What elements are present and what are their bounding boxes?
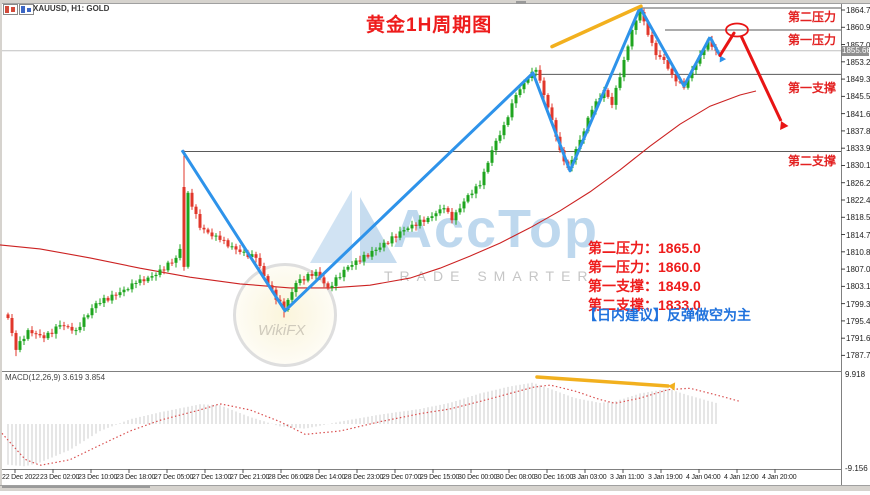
panel-separator[interactable] [2,371,841,372]
sr-right-label-2: 第一支撑 [787,81,836,95]
price-tick-label: 1787.75 [846,351,870,361]
window-bottom-edge [0,485,870,491]
intraday-advice-text: 【日内建议】反弹做空为主 [583,307,751,323]
sr-level-line-1: 第一压力：1860.0 [588,259,701,275]
chart-mode-icon[interactable] [19,4,34,15]
price-tick-label: 1814.70 [846,230,870,240]
time-axis-label: 23 Dec 02:00 [40,474,80,481]
bottom-scrollbar[interactable] [2,486,150,488]
price-tick-label: 1807.00 [846,265,870,275]
price-tick-label: 1791.60 [846,334,870,344]
sr-level-line-0: 第二压力：1865.0 [588,240,701,256]
price-tick-label: 1826.25 [846,178,870,188]
time-axis-label: 23 Dec 10:00 [78,474,118,481]
time-axis-label: 27 Dec 13:00 [192,474,232,481]
time-axis-label: 27 Dec 21:00 [230,474,270,481]
sr-right-label-0: 第二压力 [787,10,836,24]
price-tick-label: 1795.45 [846,316,870,326]
sr-right-label-3: 第二支撑 [787,154,836,168]
sr-level-line-2: 第一支撑：1849.0 [588,278,701,294]
price-tick-label: 1860.90 [846,23,870,33]
sr-level-line-3: 第二支撑：1833.0 [588,297,701,313]
time-axis-label: 22 Dec 2022 [2,474,40,481]
time-axis-label: 3 Jan 03:00 [572,474,607,481]
symbol-label: XAUUSD, H1: GOLD [33,4,110,13]
time-axis-label: 30 Dec 16:00 [534,474,574,481]
price-tick-label: 1799.30 [846,299,870,309]
candlestick-mode-icon[interactable] [3,4,18,15]
time-axis-label: 28 Dec 06:00 [268,474,308,481]
price-tick-label: 1849.35 [846,75,870,85]
price-tick-label: 1853.20 [846,57,870,67]
price-tick-label: 1803.15 [846,282,870,292]
time-axis-label: 4 Jan 20:00 [762,474,797,481]
time-axis-label: 30 Dec 00:00 [458,474,498,481]
chart-shift-marker [516,1,526,4]
time-axis-label: 28 Dec 14:00 [306,474,346,481]
current-price-box: 1855.66 [842,45,870,56]
time-axis-label: 23 Dec 18:00 [116,474,156,481]
macd-min-value: -9.156 [845,464,868,473]
window-top-edge [0,0,870,4]
time-axis-label: 3 Jan 19:00 [648,474,683,481]
price-tick-label: 1841.65 [846,109,870,119]
time-axis-label: 4 Jan 12:00 [724,474,759,481]
price-tick-label: 1833.95 [846,144,870,154]
sr-right-label-1: 第一压力 [787,33,836,47]
time-axis-label: 3 Jan 11:00 [610,474,644,481]
price-tick-label: 1810.85 [846,247,870,257]
time-axis-label: 27 Dec 05:00 [154,474,194,481]
time-axis-label: 28 Dec 23:00 [344,474,384,481]
price-tick-label: 1864.75 [846,6,870,15]
time-axis-label: 4 Jan 04:00 [686,474,721,481]
chart-title: 黄金1H周期图 [366,15,493,36]
price-tick-label: 1837.80 [846,126,870,136]
price-tick-label: 1830.10 [846,161,870,171]
price-tick-label: 1845.50 [846,92,870,102]
time-axis-label: 29 Dec 15:00 [420,474,460,481]
time-axis-label: 30 Dec 08:00 [496,474,536,481]
macd-indicator-label: MACD(12,26,9) 3.619 3.854 [5,373,106,382]
macd-max-value: 9.918 [845,370,866,379]
time-axis-separator [2,469,841,470]
price-tick-label: 1818.55 [846,213,870,223]
price-tick-label: 1857.05 [846,41,870,50]
time-axis-label: 29 Dec 07:00 [382,474,422,481]
price-axis-line [841,4,842,485]
price-tick-label: 1822.40 [846,195,870,205]
